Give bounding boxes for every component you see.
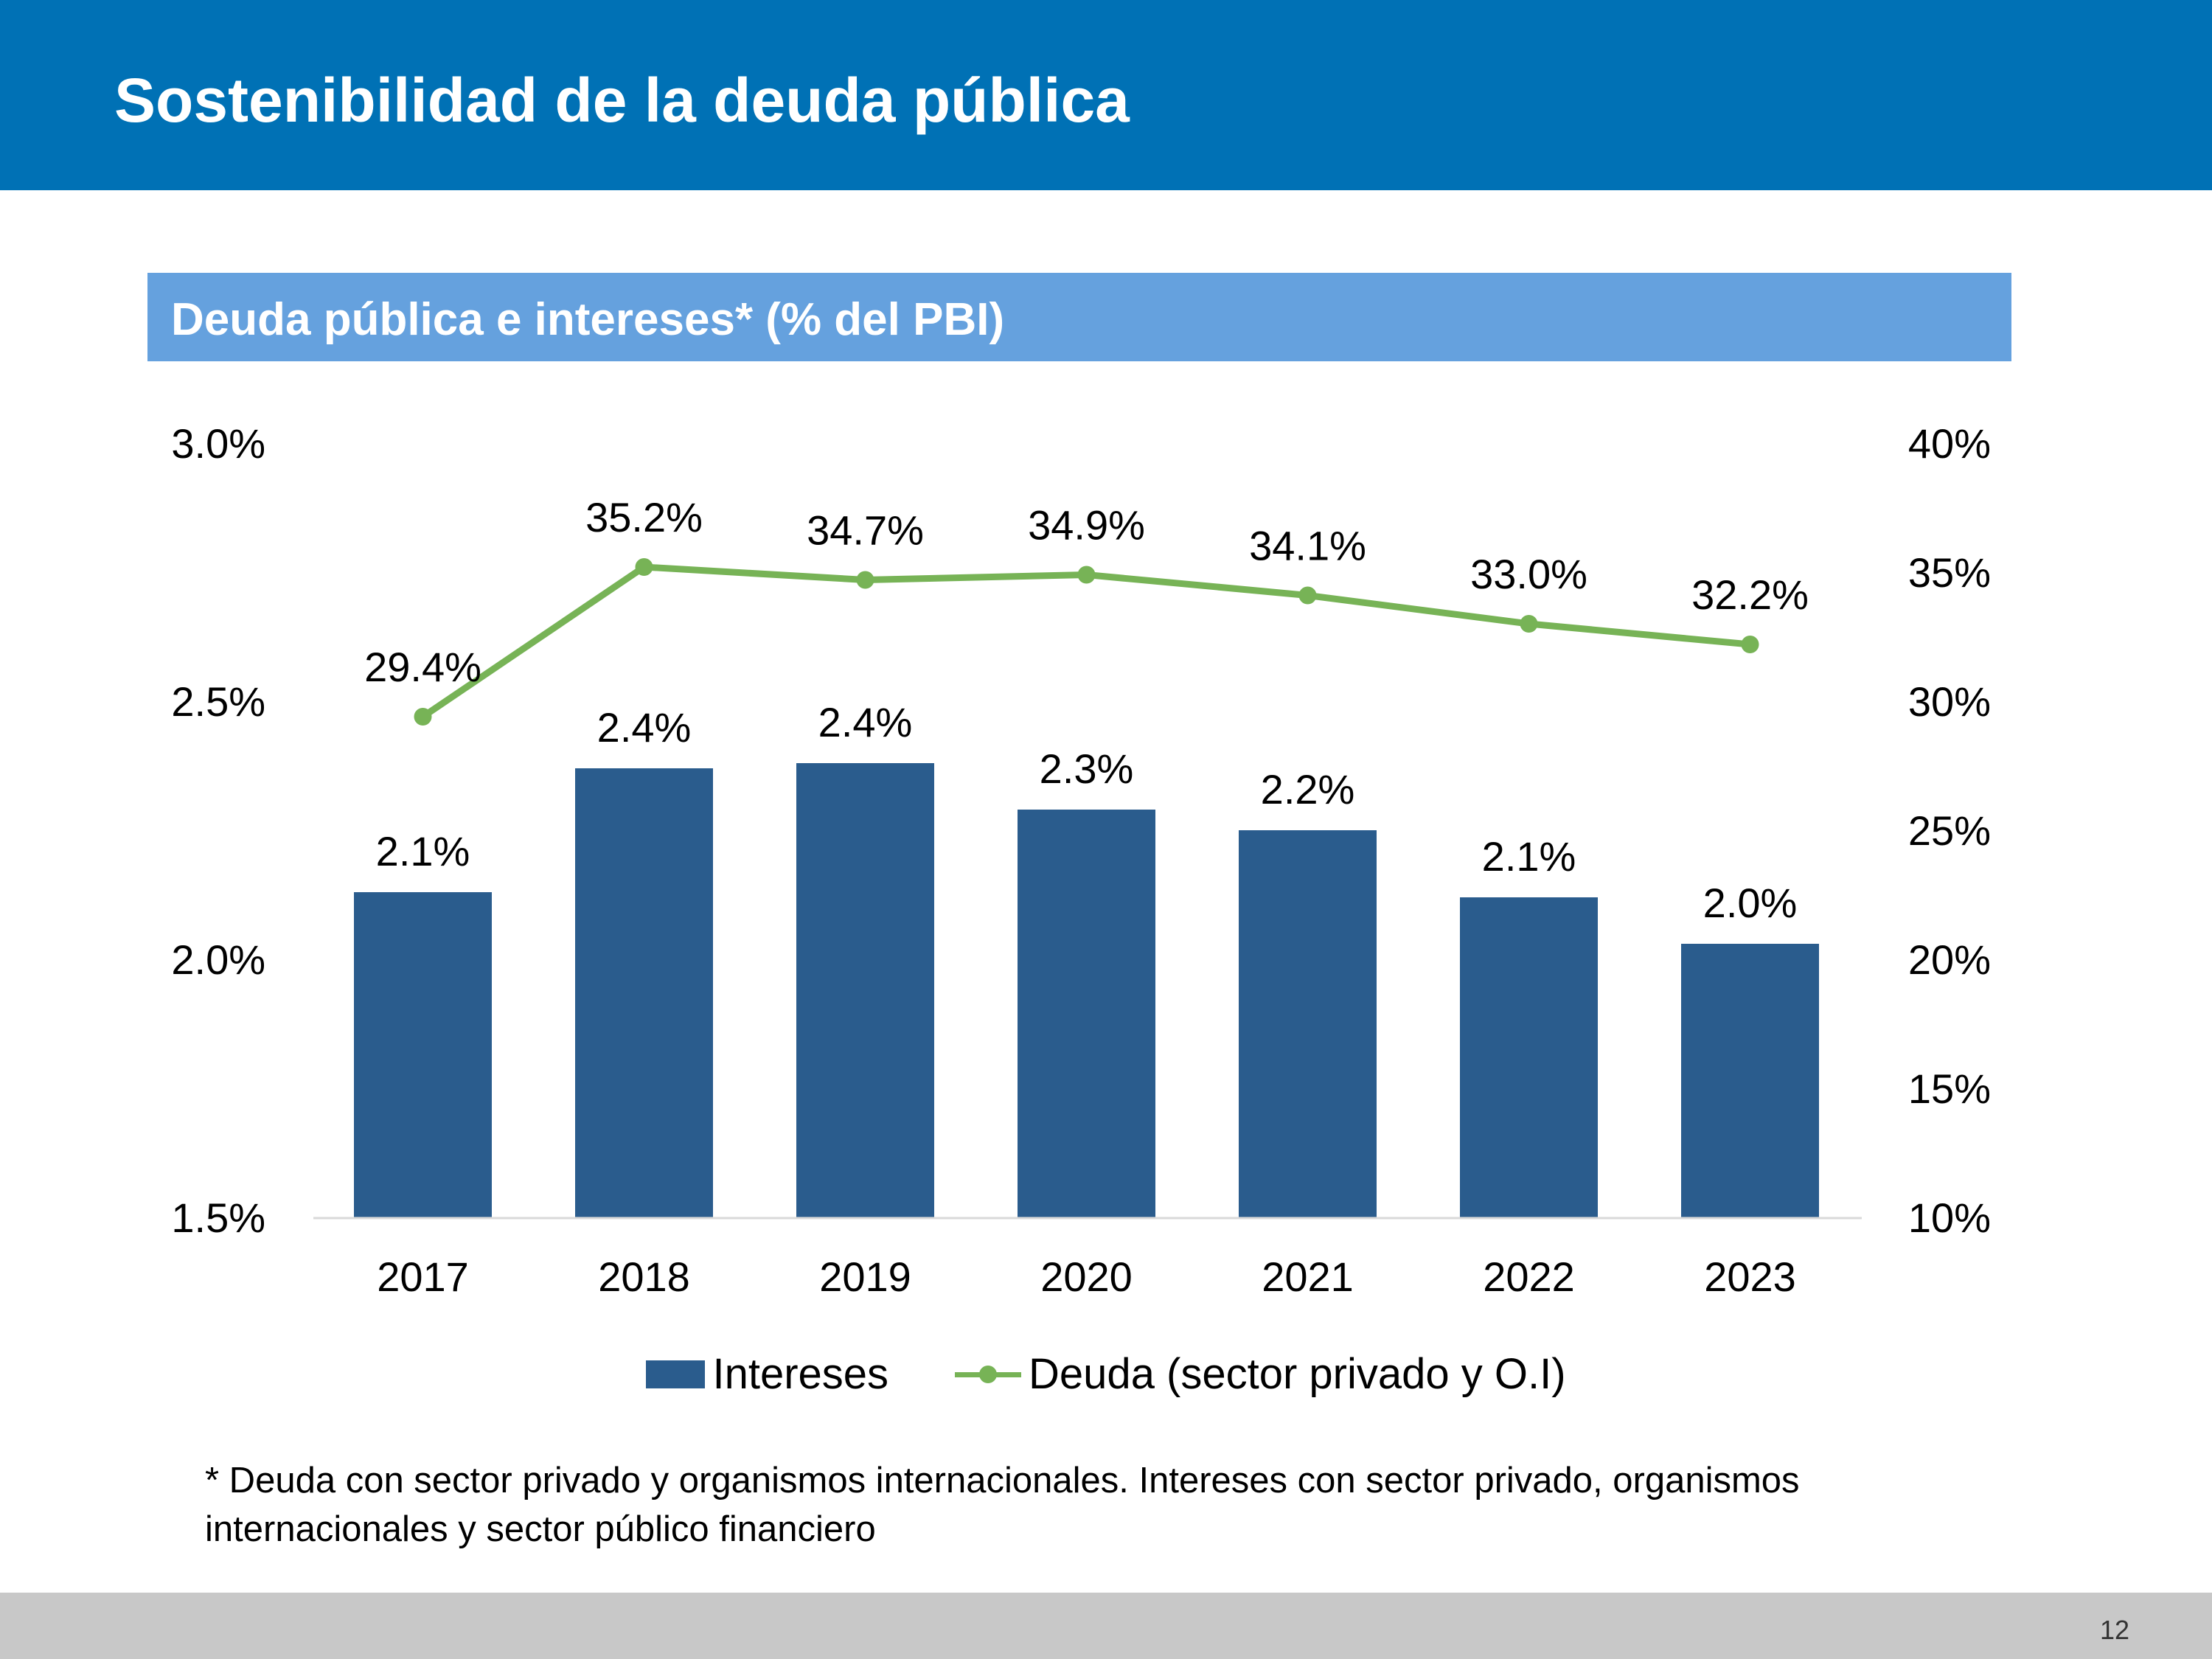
interest-bar-label: 2.1% xyxy=(376,828,470,874)
right-tick-label: 30% xyxy=(1908,678,1991,725)
interest-bar-label: 2.0% xyxy=(1703,880,1798,926)
chart-title: Deuda pública e intereses* (% del PBI) xyxy=(171,294,1005,345)
interest-bar xyxy=(1239,830,1377,1217)
left-tick-label: 2.5% xyxy=(171,678,265,725)
right-tick-label: 35% xyxy=(1908,549,1991,596)
interest-bar-labels: 2.1% 2.4% 2.4% 2.3% 2.2% 2.1% 2.0% xyxy=(376,699,1798,926)
right-axis: 40% 35% 30% 25% 20% 15% 10% xyxy=(1908,420,1991,1241)
x-tick-label: 2023 xyxy=(1704,1253,1796,1300)
debt-point-label: 34.9% xyxy=(1028,502,1145,549)
legend-label-intereses: Intereses xyxy=(712,1350,889,1398)
left-axis: 3.0% 2.5% 2.0% 1.5% xyxy=(171,420,265,1241)
x-tick-label: 2017 xyxy=(377,1253,469,1300)
debt-point xyxy=(414,708,432,726)
legend-label-deuda: Deuda (sector privado y O.I) xyxy=(1029,1350,1566,1398)
interest-bar-label: 2.4% xyxy=(597,704,692,751)
header-band xyxy=(0,0,2212,190)
interest-bars xyxy=(354,763,1819,1217)
debt-point-label: 34.1% xyxy=(1249,523,1366,569)
x-axis: 2017 2018 2019 2020 2021 2022 2023 xyxy=(377,1253,1796,1300)
interest-bar xyxy=(575,768,713,1217)
legend-item-deuda: Deuda (sector privado y O.I) xyxy=(955,1349,1566,1399)
x-tick-label: 2022 xyxy=(1483,1253,1575,1300)
interest-bar-label: 2.1% xyxy=(1482,833,1576,880)
legend-line-marker xyxy=(979,1365,998,1383)
x-tick-label: 2021 xyxy=(1262,1253,1354,1300)
interest-bar xyxy=(796,763,934,1217)
x-tick-label: 2020 xyxy=(1040,1253,1133,1300)
debt-point-label: 34.7% xyxy=(807,507,924,554)
legend-bar-swatch xyxy=(646,1360,706,1388)
interest-bar-label: 2.3% xyxy=(1040,745,1134,792)
interest-bar xyxy=(1681,944,1819,1217)
left-tick-label: 3.0% xyxy=(171,420,265,467)
interest-bar-label: 2.2% xyxy=(1261,766,1355,813)
legend-line-swatch xyxy=(955,1360,1022,1388)
x-tick-label: 2019 xyxy=(819,1253,911,1300)
debt-point-label: 29.4% xyxy=(364,644,481,690)
debt-point xyxy=(1741,636,1759,653)
page-title: Sostenibilidad de la deuda pública xyxy=(114,66,1130,135)
interest-bar xyxy=(1018,810,1155,1217)
x-tick-label: 2018 xyxy=(598,1253,690,1300)
right-tick-label: 25% xyxy=(1908,807,1991,854)
interest-bar xyxy=(1460,897,1598,1217)
page-number: 12 xyxy=(2099,1615,2129,1645)
legend: Intereses Deuda (sector privado y O.I) xyxy=(0,1349,2212,1399)
right-tick-label: 10% xyxy=(1908,1194,1991,1241)
footnote: * Deuda con sector privado y organismos … xyxy=(205,1461,1800,1549)
debt-point xyxy=(856,571,874,589)
debt-point-label: 33.0% xyxy=(1470,551,1587,597)
debt-interest-chart: 3.0% 2.5% 2.0% 1.5% 40% 35% 30% 25% 20% 15% 10% 2… xyxy=(171,420,1991,1300)
debt-points xyxy=(414,558,1759,726)
debt-point-label: 35.2% xyxy=(585,494,703,540)
debt-point-label: 32.2% xyxy=(1691,571,1809,618)
debt-point xyxy=(635,558,653,576)
footer-band xyxy=(0,1593,2212,1659)
right-tick-label: 40% xyxy=(1908,420,1991,467)
debt-point xyxy=(1077,566,1096,584)
debt-point xyxy=(1520,615,1538,633)
debt-labels: 29.4% 35.2% 34.7% 34.9% 34.1% 33.0% 32.2% xyxy=(364,494,1809,690)
debt-point xyxy=(1298,586,1317,605)
chart-title-band xyxy=(147,273,2011,361)
left-tick-label: 2.0% xyxy=(171,936,265,983)
right-tick-label: 20% xyxy=(1908,936,1991,983)
right-tick-label: 15% xyxy=(1908,1065,1991,1112)
interest-bar xyxy=(354,892,492,1217)
interest-bar-label: 2.4% xyxy=(818,699,913,745)
left-tick-label: 1.5% xyxy=(171,1194,265,1241)
legend-item-intereses: Intereses xyxy=(646,1349,888,1399)
